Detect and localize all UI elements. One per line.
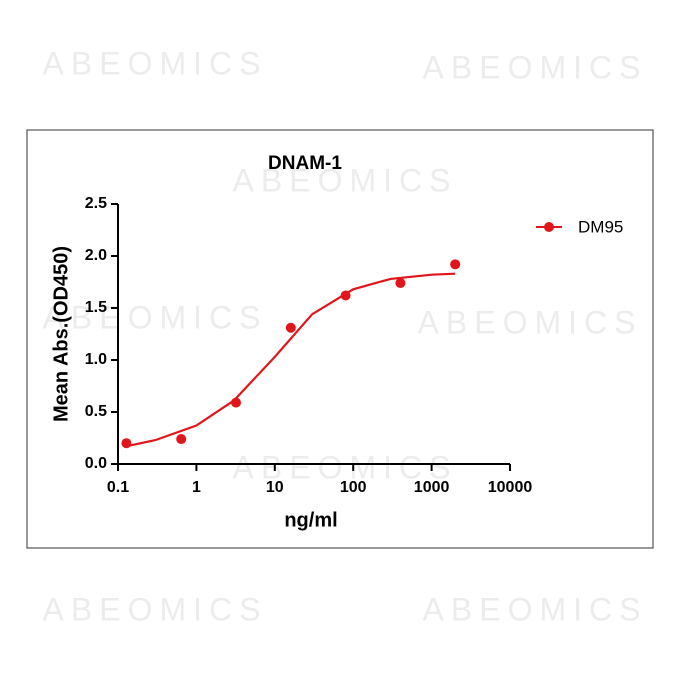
watermark: ABEOMICS [43,299,268,335]
watermark: ABEOMICS [418,304,643,340]
x-tick-label: 10000 [488,479,533,496]
data-point [450,259,461,270]
watermark: ABEOMICS [43,591,268,627]
data-point [231,397,242,408]
x-axis-label: ng/ml [284,509,337,531]
legend-marker [544,222,554,232]
x-tick-label: 10 [266,479,284,496]
x-tick-label: 1 [192,479,201,496]
x-tick-label: 100 [340,479,367,496]
x-tick-label: 1000 [414,479,450,496]
y-tick-label: 0.0 [85,455,107,472]
watermark: ABEOMICS [423,591,648,627]
watermark: ABEOMICS [423,49,648,85]
watermark: ABEOMICS [43,45,268,81]
watermarks: ABEOMICS ABEOMICS ABEOMICS ABEOMICS ABEO… [43,45,648,627]
y-tick-label: 2.5 [85,195,107,212]
y-tick-label: 1.0 [85,351,107,368]
chart-title: DNAM-1 [268,153,342,174]
data-point [395,278,406,289]
frame [26,129,654,549]
y-tick-label: 1.5 [85,299,107,316]
x-tick-label: 0.1 [107,479,129,496]
legend-label: DM95 [578,217,623,236]
data-point [340,290,351,301]
watermark: ABEOMICS [233,162,458,198]
watermark: ABEOMICS [233,449,458,485]
data-point [176,434,187,445]
y-tick-label: 2.0 [85,247,107,264]
fit-curve [126,272,456,448]
data-point [121,438,132,449]
y-tick-label: 0.5 [85,403,107,420]
data-point [285,322,296,333]
y-axis-label: Mean Abs.(OD450) [50,246,72,422]
